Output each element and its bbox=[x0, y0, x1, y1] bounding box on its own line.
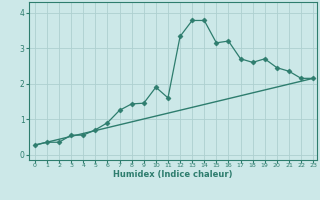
X-axis label: Humidex (Indice chaleur): Humidex (Indice chaleur) bbox=[113, 170, 233, 179]
